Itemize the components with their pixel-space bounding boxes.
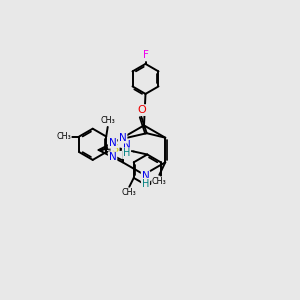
Text: N: N xyxy=(119,133,127,143)
Text: CH₃: CH₃ xyxy=(56,132,71,141)
Text: H: H xyxy=(123,148,130,158)
Text: CH₃: CH₃ xyxy=(122,188,136,197)
Text: H: H xyxy=(142,178,149,189)
Text: CH₃: CH₃ xyxy=(152,177,167,186)
Text: N: N xyxy=(142,171,149,181)
Text: F: F xyxy=(142,50,148,61)
Text: CH₃: CH₃ xyxy=(100,116,115,125)
Text: S: S xyxy=(112,143,119,154)
Text: N: N xyxy=(123,140,130,150)
Text: O: O xyxy=(137,105,146,115)
Text: N: N xyxy=(109,138,116,148)
Text: N: N xyxy=(109,152,116,162)
